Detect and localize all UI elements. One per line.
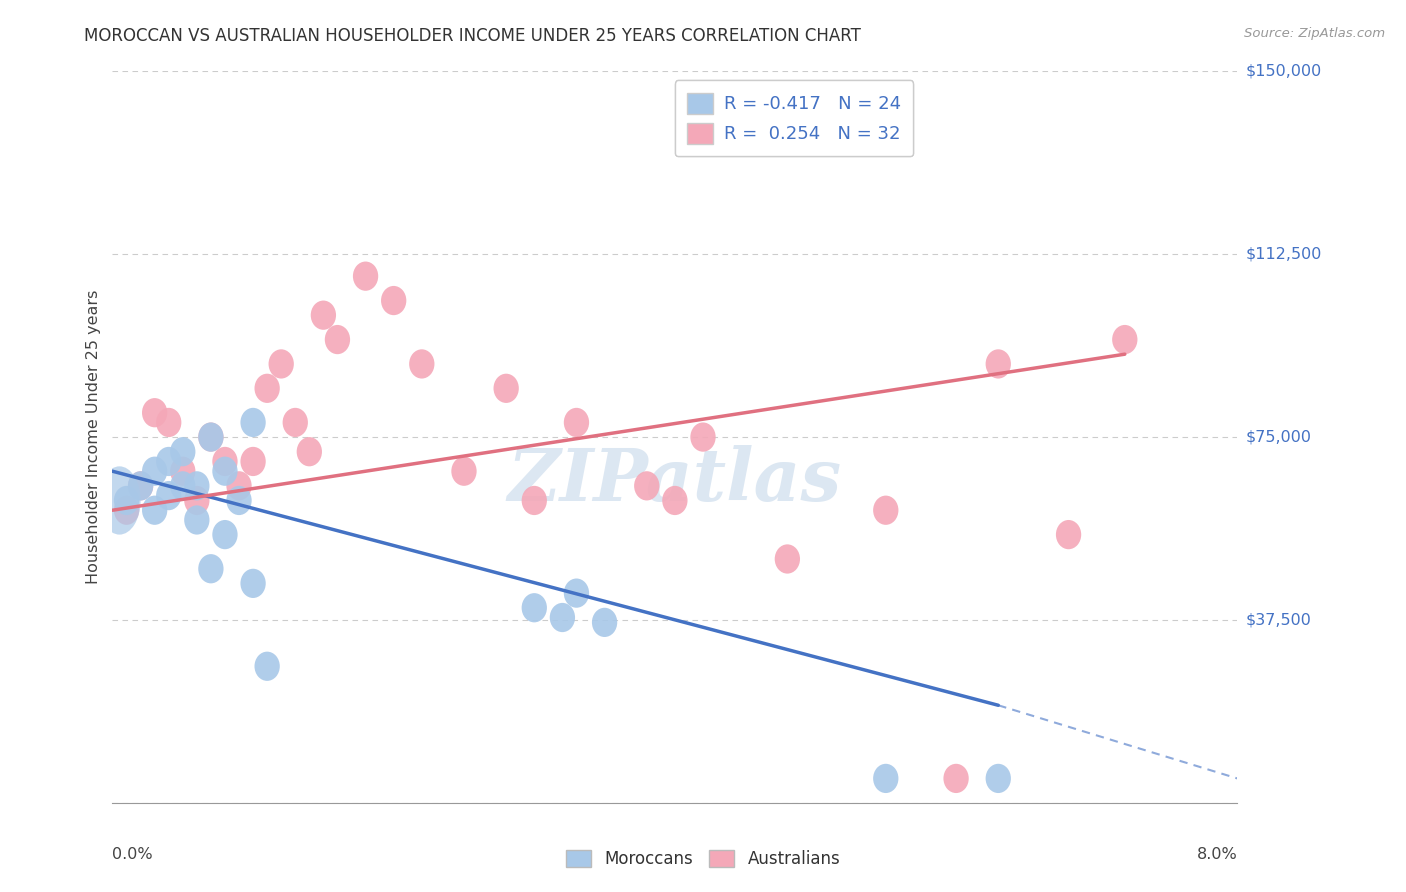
Text: $37,500: $37,500 bbox=[1246, 613, 1312, 627]
Ellipse shape bbox=[254, 652, 280, 681]
Ellipse shape bbox=[873, 764, 898, 793]
Ellipse shape bbox=[170, 437, 195, 467]
Ellipse shape bbox=[353, 261, 378, 291]
Ellipse shape bbox=[128, 471, 153, 500]
Ellipse shape bbox=[564, 408, 589, 437]
Legend: Moroccans, Australians: Moroccans, Australians bbox=[560, 843, 846, 875]
Ellipse shape bbox=[986, 764, 1011, 793]
Ellipse shape bbox=[198, 423, 224, 451]
Ellipse shape bbox=[451, 457, 477, 486]
Ellipse shape bbox=[943, 764, 969, 793]
Ellipse shape bbox=[564, 579, 589, 607]
Ellipse shape bbox=[662, 486, 688, 515]
Ellipse shape bbox=[592, 607, 617, 637]
Ellipse shape bbox=[522, 486, 547, 515]
Text: $150,000: $150,000 bbox=[1246, 64, 1322, 78]
Text: 8.0%: 8.0% bbox=[1197, 847, 1237, 862]
Ellipse shape bbox=[283, 408, 308, 437]
Ellipse shape bbox=[325, 325, 350, 354]
Ellipse shape bbox=[873, 496, 898, 524]
Ellipse shape bbox=[226, 486, 252, 515]
Ellipse shape bbox=[1056, 520, 1081, 549]
Text: ZIPatlas: ZIPatlas bbox=[508, 445, 842, 516]
Ellipse shape bbox=[212, 457, 238, 486]
Ellipse shape bbox=[240, 408, 266, 437]
Text: MOROCCAN VS AUSTRALIAN HOUSEHOLDER INCOME UNDER 25 YEARS CORRELATION CHART: MOROCCAN VS AUSTRALIAN HOUSEHOLDER INCOM… bbox=[84, 27, 862, 45]
Ellipse shape bbox=[184, 506, 209, 534]
Ellipse shape bbox=[212, 447, 238, 476]
Ellipse shape bbox=[184, 471, 209, 500]
Text: $75,000: $75,000 bbox=[1246, 430, 1312, 444]
Ellipse shape bbox=[114, 496, 139, 524]
Ellipse shape bbox=[409, 350, 434, 378]
Text: $112,500: $112,500 bbox=[1246, 247, 1322, 261]
Ellipse shape bbox=[1112, 325, 1137, 354]
Ellipse shape bbox=[240, 569, 266, 598]
Ellipse shape bbox=[198, 423, 224, 451]
Ellipse shape bbox=[142, 496, 167, 524]
Ellipse shape bbox=[226, 471, 252, 500]
Ellipse shape bbox=[98, 467, 141, 534]
Ellipse shape bbox=[170, 457, 195, 486]
Ellipse shape bbox=[550, 603, 575, 632]
Ellipse shape bbox=[114, 486, 139, 515]
Ellipse shape bbox=[142, 398, 167, 427]
Ellipse shape bbox=[156, 447, 181, 476]
Ellipse shape bbox=[142, 457, 167, 486]
Ellipse shape bbox=[254, 374, 280, 403]
Ellipse shape bbox=[297, 437, 322, 467]
Ellipse shape bbox=[156, 481, 181, 510]
Ellipse shape bbox=[522, 593, 547, 623]
Text: 0.0%: 0.0% bbox=[112, 847, 153, 862]
Ellipse shape bbox=[311, 301, 336, 330]
Ellipse shape bbox=[170, 471, 195, 500]
Ellipse shape bbox=[381, 286, 406, 315]
Ellipse shape bbox=[986, 350, 1011, 378]
Ellipse shape bbox=[184, 486, 209, 515]
Ellipse shape bbox=[494, 374, 519, 403]
Ellipse shape bbox=[634, 471, 659, 500]
Ellipse shape bbox=[269, 350, 294, 378]
Text: Source: ZipAtlas.com: Source: ZipAtlas.com bbox=[1244, 27, 1385, 40]
Legend: R = -0.417   N = 24, R =  0.254   N = 32: R = -0.417 N = 24, R = 0.254 N = 32 bbox=[675, 80, 914, 156]
Ellipse shape bbox=[156, 408, 181, 437]
Ellipse shape bbox=[690, 423, 716, 451]
Ellipse shape bbox=[240, 447, 266, 476]
Ellipse shape bbox=[128, 471, 153, 500]
Ellipse shape bbox=[198, 554, 224, 583]
Y-axis label: Householder Income Under 25 years: Householder Income Under 25 years bbox=[86, 290, 101, 584]
Ellipse shape bbox=[212, 520, 238, 549]
Ellipse shape bbox=[775, 544, 800, 574]
